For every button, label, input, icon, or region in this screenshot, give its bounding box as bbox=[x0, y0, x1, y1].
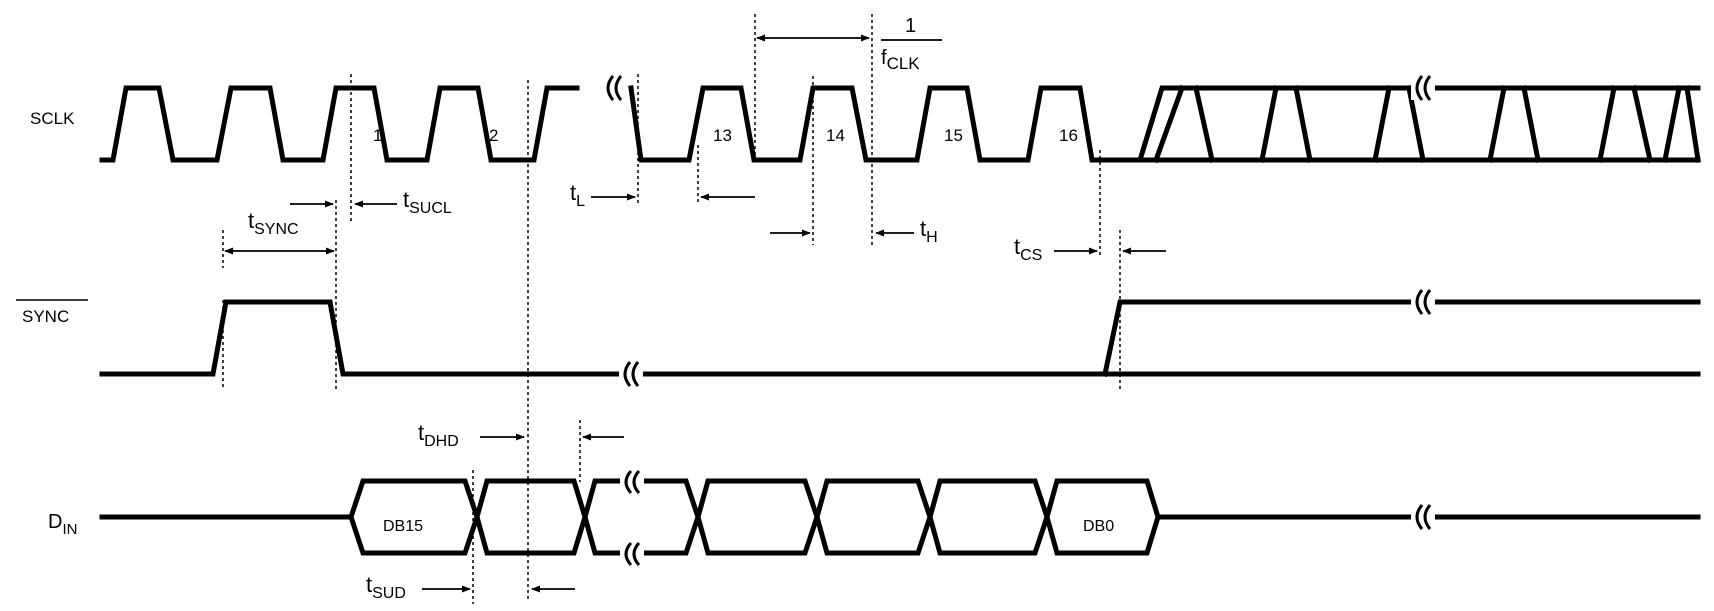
din-bit-db15: DB15 bbox=[383, 518, 423, 535]
timing-arrows bbox=[224, 34, 1166, 593]
fclk-denominator-sub: CLK bbox=[887, 54, 921, 73]
tsucl-main: t bbox=[403, 187, 409, 212]
sclk-after-sync-rise bbox=[1105, 85, 1185, 163]
tcs-main: t bbox=[1014, 234, 1020, 259]
tcs-label: tCS bbox=[1014, 234, 1042, 264]
tdhd-label: tDHD bbox=[418, 420, 459, 450]
tsucl-sub: SUCL bbox=[409, 200, 452, 217]
fclk-fraction: 1 fCLK bbox=[881, 15, 942, 73]
tsync-label: tSYNC bbox=[248, 208, 299, 238]
tl-sub: L bbox=[576, 193, 585, 210]
din-label: DIN bbox=[48, 511, 77, 538]
tsync-sub: SYNC bbox=[254, 221, 298, 238]
tdhd-main: t bbox=[418, 420, 424, 445]
tl-label: tL bbox=[570, 180, 585, 210]
clock-number-16: 16 bbox=[1059, 126, 1078, 145]
sclk-waveform bbox=[99, 85, 1126, 163]
reference-guides bbox=[222, 14, 1121, 604]
tsud-sub: SUD bbox=[372, 585, 406, 602]
sync-label-text: SYNC bbox=[22, 307, 69, 326]
th-label: tH bbox=[920, 216, 938, 246]
din-label-sub: IN bbox=[62, 521, 77, 538]
sync-waveform bbox=[99, 299, 1701, 377]
din-label-main: D bbox=[48, 511, 62, 533]
th-main: t bbox=[920, 216, 926, 241]
tsud-label: tSUD bbox=[366, 572, 406, 602]
tdhd-sub: DHD bbox=[424, 433, 459, 450]
th-sub: H bbox=[926, 229, 938, 246]
break-marks bbox=[602, 75, 1435, 567]
tsync-main: t bbox=[248, 208, 254, 233]
clock-number-1: 1 bbox=[373, 126, 382, 145]
fclk-numerator: 1 bbox=[905, 15, 916, 37]
clock-number-14: 14 bbox=[826, 126, 845, 145]
tl-main: t bbox=[570, 180, 576, 205]
clock-number-2: 2 bbox=[489, 126, 498, 145]
tsucl-label: tSUCL bbox=[403, 187, 452, 217]
sync-label: SYNC bbox=[16, 299, 88, 326]
fclk-denominator-main: f bbox=[881, 47, 887, 69]
tcs-sub: CS bbox=[1020, 247, 1042, 264]
fclk-denominator: fCLK bbox=[881, 47, 920, 73]
clock-number-13: 13 bbox=[713, 126, 732, 145]
clock-number-15: 15 bbox=[944, 126, 963, 145]
tsud-main: t bbox=[366, 572, 372, 597]
din-bit-db0: DB0 bbox=[1083, 518, 1114, 535]
sclk-label: SCLK bbox=[30, 109, 75, 128]
sclk-trailing-rails bbox=[1105, 84, 1701, 164]
din-data-cells bbox=[348, 478, 1161, 556]
